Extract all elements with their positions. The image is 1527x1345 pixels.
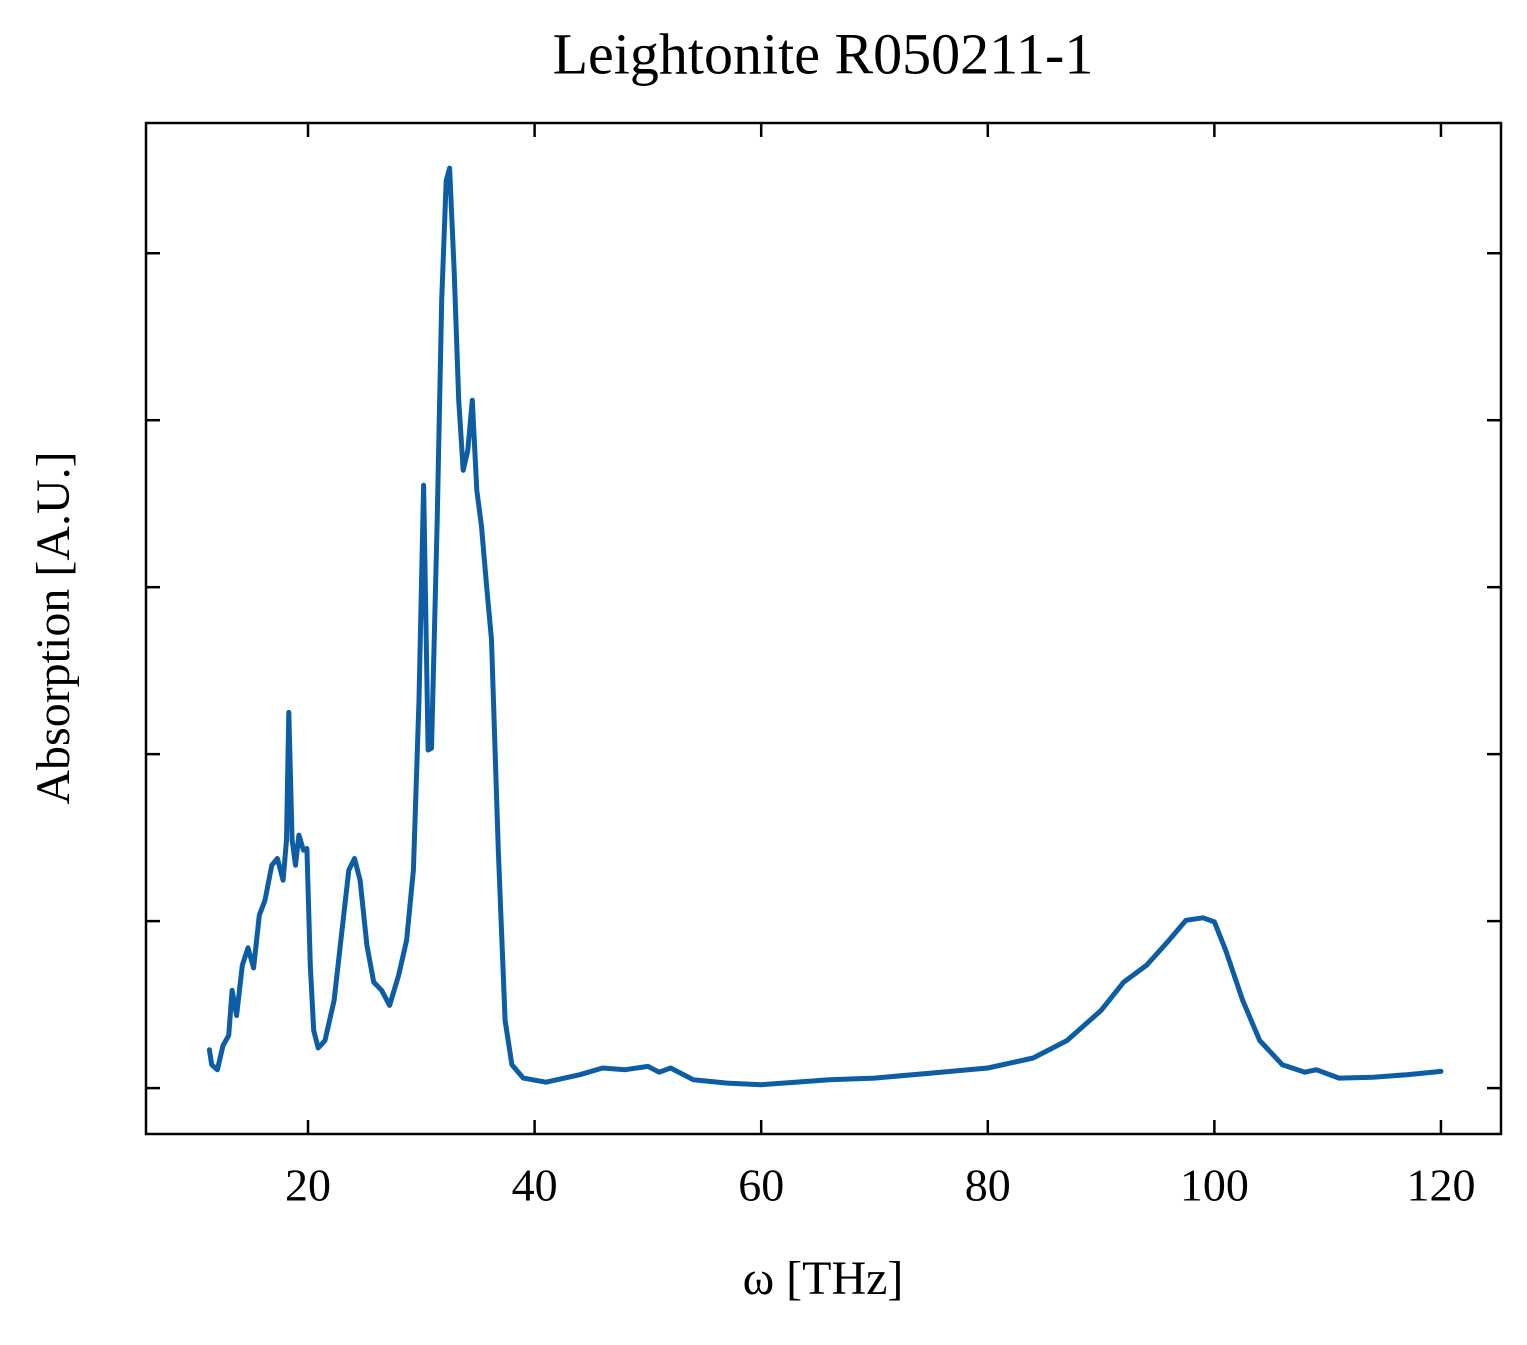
chart-title: Leightonite R050211-1 bbox=[553, 21, 1094, 86]
plot-frame bbox=[144, 121, 1503, 1136]
x-tick-label: 80 bbox=[965, 1160, 1011, 1211]
x-tick-label: 100 bbox=[1180, 1160, 1249, 1211]
x-tick-label: 40 bbox=[512, 1160, 558, 1211]
x-tick-label: 60 bbox=[738, 1160, 784, 1211]
y-axis-label: Absorption [A.U.] bbox=[27, 451, 80, 804]
x-axis-label: ω [THz] bbox=[743, 1252, 904, 1305]
data-line bbox=[206, 165, 1444, 1088]
x-tick-label: 120 bbox=[1406, 1160, 1475, 1211]
x-tick-label: 20 bbox=[285, 1160, 331, 1211]
